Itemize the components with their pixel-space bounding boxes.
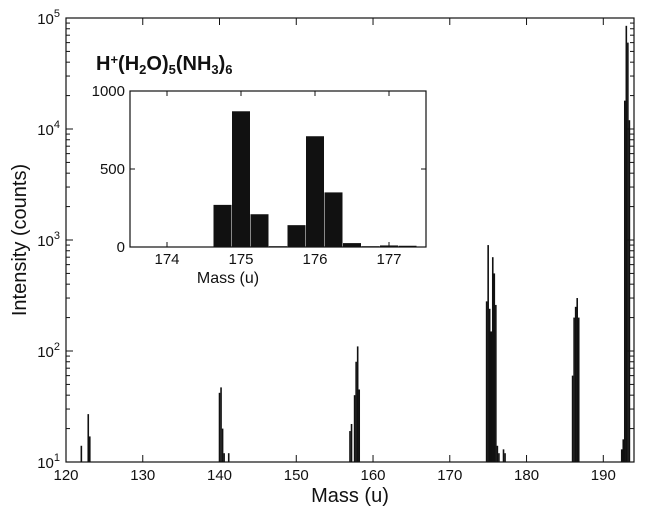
spectrum-bar — [490, 331, 493, 462]
spectrum-bar — [502, 449, 505, 462]
spectrum-bar — [577, 317, 580, 462]
inset-bar — [361, 246, 380, 247]
spectrum-bar — [496, 445, 499, 462]
spectrum-bar — [622, 439, 625, 462]
spectrum-bar — [355, 361, 357, 462]
inset-x-tick-label: 174 — [154, 251, 179, 268]
inset-y-tick-label: 0 — [117, 239, 125, 256]
x-tick-label: 120 — [53, 467, 78, 484]
x-tick-label: 190 — [591, 467, 616, 484]
inset-x-tick-label: 175 — [228, 251, 253, 268]
spectrum-bar — [571, 375, 574, 462]
spectrum-bar — [498, 453, 500, 462]
inset-bar — [232, 111, 250, 247]
inset-y-tick-label: 500 — [100, 161, 125, 178]
x-tick-label: 150 — [284, 467, 309, 484]
spectrum-bar — [495, 304, 497, 462]
spectrum-bar — [620, 449, 623, 462]
spectrum-bar — [627, 42, 629, 462]
y-tick-label: 101 — [37, 452, 60, 472]
inset-x-axis-title: Mass (u) — [197, 270, 259, 287]
spectrum-bar — [625, 25, 628, 462]
spectrum-bar — [218, 392, 221, 462]
formula-annotation: H+(H2O)5(NH3)6 — [96, 52, 233, 77]
y-tick-label: 104 — [37, 119, 60, 139]
spectrum-bar — [485, 301, 488, 462]
spectrum-bar — [504, 453, 506, 462]
spectrum-bar — [623, 100, 626, 463]
y-tick-label: 103 — [37, 230, 60, 250]
spectrum-bar — [350, 423, 353, 462]
inset-bar — [398, 245, 417, 247]
spectrum-bar — [227, 453, 230, 462]
spectrum-bar — [488, 308, 491, 462]
spectrum-bar — [349, 431, 351, 462]
inset-x-tick-label: 177 — [376, 251, 401, 268]
spectrum-bar — [491, 257, 494, 462]
spectrum-bar — [223, 453, 225, 462]
x-tick-label: 130 — [130, 467, 155, 484]
spectrum-bar — [576, 298, 578, 462]
inset-bar — [306, 136, 324, 247]
spectrum-bar — [88, 436, 91, 462]
spectrum-bar — [353, 395, 356, 462]
spectrum-bar — [87, 414, 90, 462]
inset-y-tick-label: 1000 — [92, 83, 125, 100]
inset-plot-frame — [129, 90, 427, 248]
y-axis-title: Intensity (counts) — [9, 164, 31, 316]
spectrum-bar — [493, 273, 496, 462]
inset-bar — [269, 246, 287, 247]
spectrum-bar — [487, 245, 489, 462]
x-tick-label: 140 — [207, 467, 232, 484]
x-tick-label: 180 — [514, 467, 539, 484]
inset-bar — [250, 214, 269, 247]
x-tick-label: 170 — [437, 467, 462, 484]
spectrum-bar — [573, 317, 575, 462]
y-tick-label: 102 — [37, 341, 60, 361]
spectrum-bar — [220, 387, 222, 462]
spectrum-bar — [356, 346, 359, 462]
spectrum-bar — [358, 389, 361, 462]
inset-bar — [287, 225, 306, 247]
x-tick-label: 160 — [361, 467, 386, 484]
y-tick-label: 105 — [37, 8, 60, 28]
inset-bar — [343, 243, 361, 247]
spectrum-bar — [80, 445, 83, 462]
x-axis-title: Mass (u) — [311, 485, 389, 507]
inset-x-tick-label: 176 — [302, 251, 327, 268]
spectrum-bar — [628, 120, 631, 463]
spectrum-bar — [221, 428, 224, 462]
inset-bar — [213, 204, 232, 247]
spectrum-bar — [574, 306, 577, 462]
inset-bar — [324, 192, 343, 247]
